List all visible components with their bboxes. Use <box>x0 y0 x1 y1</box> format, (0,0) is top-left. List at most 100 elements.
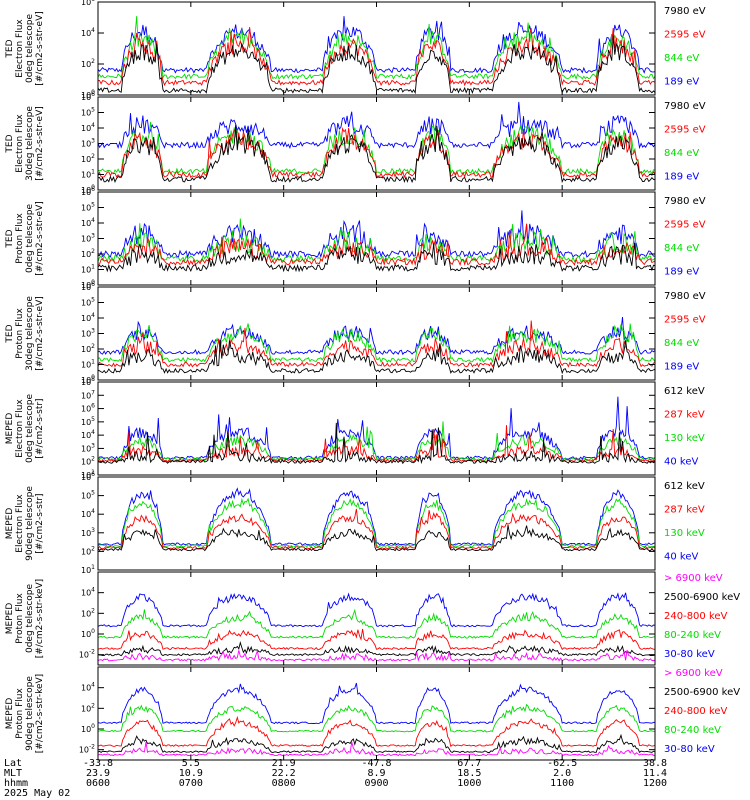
y-tick-label: 106 <box>81 471 95 482</box>
legend-entry: 2500-6900 keV <box>664 687 740 698</box>
series-line <box>97 16 656 81</box>
y-tick-label: 103 <box>81 233 95 244</box>
legend-entry: 40 keV <box>664 457 698 468</box>
series-line <box>97 16 656 74</box>
legend-entry: 844 eV <box>664 243 699 254</box>
series-line <box>97 525 656 552</box>
series-line <box>97 592 656 628</box>
series-line <box>97 223 656 267</box>
y-tick-label: 104 <box>81 27 95 38</box>
y-tick-label: 103 <box>81 138 95 149</box>
y-axis-label: MEPED <box>5 603 15 635</box>
y-axis-label: [#/cm2-s-str-keV] <box>35 579 45 658</box>
legend-entry: 7980 eV <box>664 291 706 302</box>
series-line <box>97 608 656 639</box>
series-line <box>97 316 656 356</box>
x-tick-label: 38.8 <box>643 758 667 769</box>
y-tick-label: 107 <box>81 389 95 400</box>
y-axis-label: [#/cm2-s-str-eV] <box>35 106 45 181</box>
y-axis-label: MEPED <box>5 413 15 445</box>
legend-entry: 2595 eV <box>664 125 706 136</box>
x-tick-label: 10.9 <box>179 768 203 779</box>
panel-frame <box>97 571 656 666</box>
y-axis-label: Electron Flux <box>15 399 25 458</box>
y-tick-label: 102 <box>81 153 95 164</box>
y-tick-label: 100 <box>81 628 95 639</box>
series-line <box>97 703 656 733</box>
y-tick-label: 108 <box>81 376 95 387</box>
series-line <box>97 242 656 273</box>
x-tick-label: -33.8 <box>83 758 113 769</box>
y-axis-label: [#/cm2-s-str-eV] <box>35 11 45 86</box>
x-tick-label: 0800 <box>272 778 296 789</box>
x-tick-label: 23.9 <box>86 768 110 779</box>
y-tick-label: 101 <box>81 169 95 180</box>
y-axis-label: Proton Flux <box>15 688 25 739</box>
y-tick-label: 104 <box>81 587 95 598</box>
y-axis-label: Electron Flux <box>15 494 25 553</box>
y-axis-label: Electron Flux <box>15 114 25 173</box>
legend-entry: 40 keV <box>664 552 698 563</box>
legend-entry: 2500-6900 keV <box>664 592 740 603</box>
x-tick-label: 1100 <box>550 778 574 789</box>
series-line <box>97 121 656 176</box>
x-axis-row-label: MLT <box>4 768 22 779</box>
series-line <box>97 497 656 549</box>
x-tick-label: 0700 <box>179 778 203 789</box>
y-tick-label: 102 <box>81 248 95 259</box>
y-tick-label: 102 <box>81 607 95 618</box>
y-axis-label: [#/cm2-s-str] <box>35 398 45 458</box>
y-tick-label: 102 <box>81 456 95 467</box>
legend-entry: 2595 eV <box>664 30 706 41</box>
y-tick-label: 102 <box>81 702 95 713</box>
series-line <box>97 339 656 375</box>
legend-entry: 2595 eV <box>664 315 706 326</box>
legend-entry: > 6900 keV <box>664 573 723 584</box>
y-tick-label: 103 <box>81 527 95 538</box>
legend-entry: 189 eV <box>664 172 699 183</box>
legend-entry: 2595 eV <box>664 220 706 231</box>
series-line <box>97 425 656 463</box>
legend-entry: 844 eV <box>664 53 699 64</box>
y-axis-label: 90deg telescope <box>25 676 35 751</box>
legend-entry: > 6900 keV <box>664 668 723 679</box>
series-line <box>97 36 656 95</box>
chart-panel: 100 101 102 103 104 105 106 TED Electron Flux 30d… <box>5 91 706 195</box>
y-tick-label: 101 <box>81 264 95 275</box>
y-axis-label: MEPED <box>5 508 15 540</box>
y-tick-label: 106 <box>81 186 95 197</box>
legend-entry: 240-800 keV <box>664 706 728 717</box>
y-axis-label: 30deg telescope <box>25 106 35 181</box>
y-axis-label: 0deg telescope <box>25 14 35 84</box>
y-tick-label: 105 <box>81 202 95 213</box>
y-axis-label: [#/cm2-s-str-keV] <box>35 674 45 753</box>
y-axis-label: 30deg telescope <box>25 296 35 371</box>
y-axis-label: TED <box>5 324 15 343</box>
legend-entry: 189 eV <box>664 77 699 88</box>
y-axis-label: 0deg telescope <box>25 584 35 654</box>
y-tick-label: 106 <box>81 0 95 7</box>
legend-entry: 240-800 keV <box>664 611 728 622</box>
chart-panel: 100 101 102 103 104 105 106 TED Proton Flux 30deg… <box>5 281 706 385</box>
series-line <box>97 422 656 465</box>
legend-entry: 612 keV <box>664 481 705 492</box>
y-tick-label: 103 <box>81 442 95 453</box>
y-axis-label: Electron Flux <box>15 19 25 78</box>
legend-entry: 7980 eV <box>664 101 706 112</box>
x-tick-label: 11.4 <box>643 768 667 779</box>
y-tick-label: 105 <box>81 490 95 501</box>
y-tick-label: 10-2 <box>79 744 95 755</box>
y-axis-label: [#/cm2-s-str-eV] <box>35 296 45 371</box>
legend-entry: 287 keV <box>664 505 705 516</box>
panel-frame <box>97 476 656 571</box>
y-tick-label: 103 <box>81 328 95 339</box>
y-tick-label: 104 <box>81 508 95 519</box>
y-tick-label: 106 <box>81 403 95 414</box>
legend-entry: 130 keV <box>664 528 705 539</box>
legend-entry: 7980 eV <box>664 196 706 207</box>
chart-panel: 101 102 103 104 105 106 MEPED Electron Flux 90de… <box>5 471 705 575</box>
legend-entry: 80-240 keV <box>664 630 721 641</box>
y-tick-label: 100 <box>81 279 95 290</box>
series-line <box>97 682 656 725</box>
